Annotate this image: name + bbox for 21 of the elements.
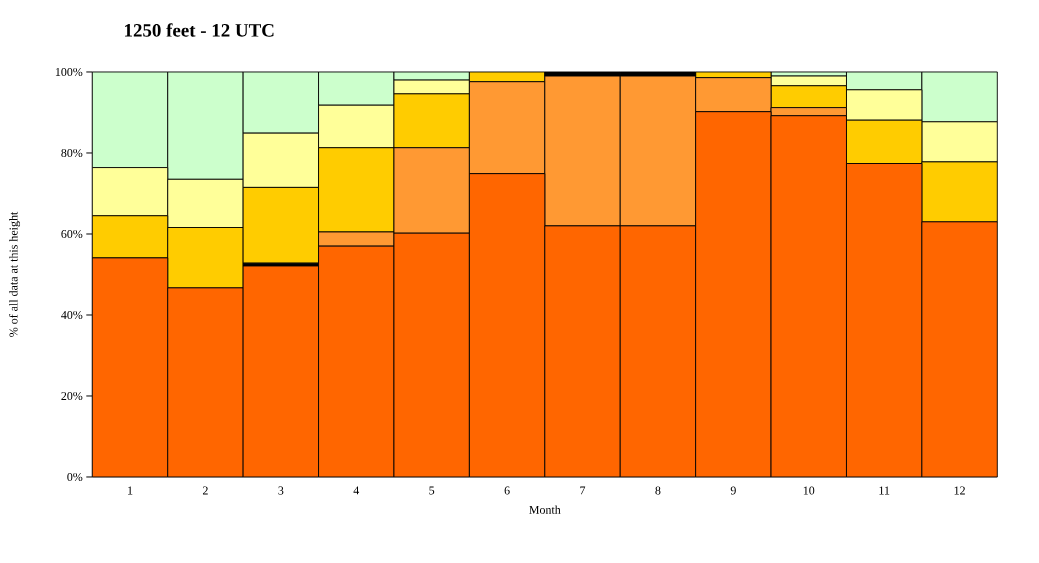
x-tick-label: 11 bbox=[879, 486, 890, 495]
y-tick-label: 80% bbox=[61, 148, 83, 158]
x-axis-title: Month bbox=[529, 505, 561, 514]
x-tick-label: 2 bbox=[202, 486, 208, 495]
y-axis-title: % of all data at this height bbox=[9, 211, 21, 337]
x-tick-label: 7 bbox=[580, 486, 586, 495]
x-tick-label: 9 bbox=[730, 486, 736, 495]
x-tick-label: 3 bbox=[278, 486, 284, 495]
y-tick-label: 0% bbox=[67, 472, 83, 482]
x-tick-label: 1 bbox=[128, 486, 133, 495]
x-tick-label: 12 bbox=[954, 486, 965, 495]
chart-title: 1250 feet - 12 UTC bbox=[125, 23, 274, 37]
x-tick-label: 10 bbox=[803, 486, 815, 495]
y-tick-label: 100% bbox=[55, 67, 83, 77]
y-tick-label: 60% bbox=[61, 229, 83, 239]
x-tick-label: 4 bbox=[353, 486, 360, 495]
y-tick-label: 20% bbox=[61, 391, 83, 401]
x-tick-label: 6 bbox=[504, 486, 510, 495]
x-tick-label: 8 bbox=[655, 486, 661, 495]
x-tick-label: 5 bbox=[429, 486, 435, 495]
y-tick-label: 40% bbox=[61, 310, 83, 320]
